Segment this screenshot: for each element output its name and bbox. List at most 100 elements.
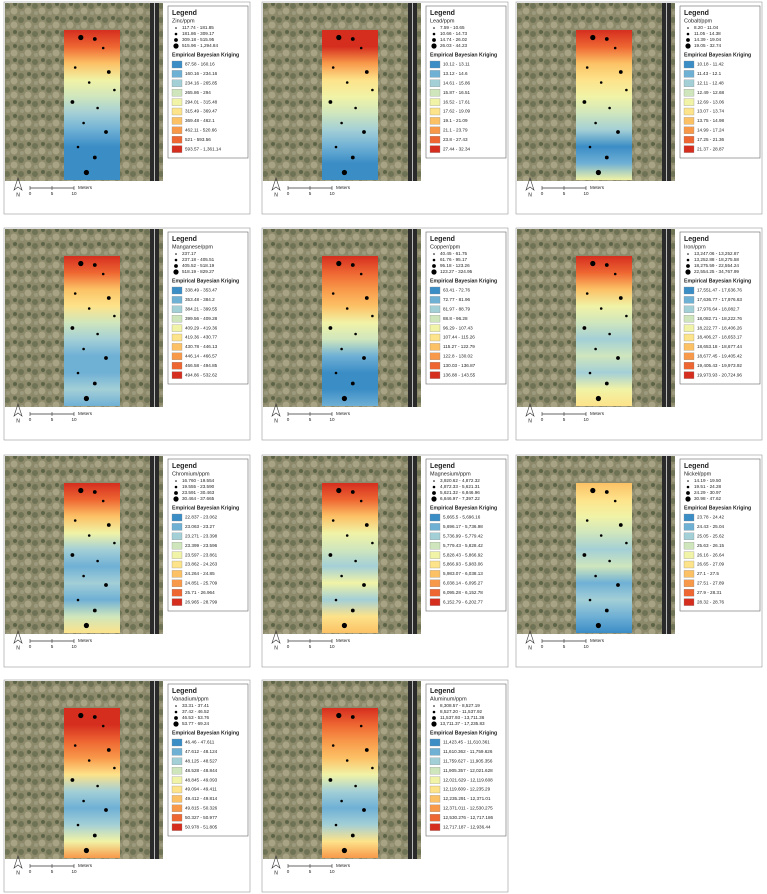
kriging-class: 48.845 - 49.093 — [185, 777, 218, 782]
point-class: 18,275.59 - 22,554.24 — [694, 263, 739, 268]
north-label: N — [274, 418, 278, 424]
sample-point — [351, 609, 355, 613]
sample-point — [605, 382, 609, 386]
sample-point — [336, 261, 341, 266]
point-class: 19.555 - 23.590 — [182, 484, 215, 489]
point-symbol — [173, 43, 178, 48]
map-panel: N0510MetersLegendCopper/ppm40.45 - 61.75… — [262, 228, 508, 440]
north-label: N — [274, 645, 278, 651]
kriging-surface — [576, 256, 632, 406]
scale-unit: Meters — [78, 185, 93, 190]
sample-point — [74, 744, 77, 747]
class-swatch — [684, 89, 694, 96]
scale-label: 0 — [287, 644, 290, 649]
sample-point — [605, 609, 609, 613]
kriging-class: 430.78 - 446.13 — [185, 344, 218, 349]
sample-point — [93, 263, 97, 267]
kriging-class: 5,866.93 - 5,983.06 — [443, 562, 483, 567]
class-swatch — [430, 136, 440, 143]
point-symbol — [174, 491, 178, 495]
sample-point — [82, 348, 85, 351]
sample-point — [605, 156, 609, 160]
scale-label: 5 — [51, 869, 54, 874]
point-class: 181.86 - 309.17 — [182, 31, 215, 36]
class-swatch — [172, 824, 182, 831]
class-swatch — [172, 805, 182, 812]
class-swatch — [684, 146, 694, 153]
sample-point — [365, 70, 369, 74]
kriging-class: 17,551.47 - 17,636.76 — [697, 288, 742, 293]
map-panel: N0510MetersLegendMagnesium/ppm3,920.62 -… — [262, 455, 508, 667]
sample-point — [71, 326, 75, 330]
class-swatch — [430, 325, 440, 332]
sample-point — [342, 396, 347, 401]
class-swatch — [172, 127, 182, 134]
scale-label: 5 — [563, 417, 566, 422]
kriging-class: 18,082.71 - 18,222.76 — [697, 316, 742, 321]
sample-point — [351, 490, 355, 494]
point-class: 10.66 - 14.73 — [440, 31, 468, 36]
point-class: 37.42 - 46.52 — [182, 709, 210, 714]
sample-point — [625, 315, 628, 318]
class-swatch — [430, 777, 440, 784]
sample-point — [371, 315, 374, 318]
class-swatch — [172, 542, 182, 549]
north-label: N — [16, 192, 20, 198]
point-symbol — [175, 705, 177, 707]
legend-title: Legend — [172, 688, 197, 695]
sample-point — [589, 599, 592, 602]
class-swatch — [684, 599, 694, 606]
kriging-class: 446.14 - 466.57 — [185, 354, 218, 359]
scale-label: 5 — [563, 191, 566, 196]
scale-label: 5 — [51, 191, 54, 196]
sample-point — [93, 156, 97, 160]
scale-label: 5 — [309, 191, 312, 196]
sample-point — [104, 583, 108, 587]
point-class: 14.19 - 19.50 — [694, 478, 722, 483]
sample-point — [77, 372, 80, 375]
kriging-class: 130.03 - 136.87 — [443, 363, 476, 368]
point-symbol — [433, 486, 436, 489]
method-label: Empirical Bayesian Kriging — [172, 52, 239, 58]
class-swatch — [684, 552, 694, 559]
scale-label: 10 — [71, 191, 77, 196]
point-symbol — [687, 253, 689, 255]
sample-point — [605, 490, 609, 494]
sample-point — [625, 542, 628, 545]
sample-point — [78, 488, 83, 493]
map-panel: N0510MetersLegendIron/ppm13,247.06 - 13,… — [516, 228, 762, 440]
sample-point — [605, 37, 609, 41]
sample-point — [113, 767, 116, 770]
point-symbol — [175, 480, 177, 482]
scale-label: 10 — [583, 417, 589, 422]
north-label: N — [274, 870, 278, 876]
class-swatch — [430, 315, 440, 322]
class-swatch — [172, 739, 182, 746]
point-class: 518.19 - 829.27 — [182, 269, 215, 274]
scale-label: 0 — [541, 417, 544, 422]
kriging-surface — [322, 256, 378, 406]
sample-point — [82, 122, 85, 125]
class-swatch — [430, 795, 440, 802]
north-label: N — [528, 418, 532, 424]
sample-point — [600, 81, 603, 84]
kriging-class: 23.8 - 27.43 — [443, 137, 468, 142]
sample-point — [77, 824, 80, 827]
point-class: 95.18 - 123.26 — [440, 263, 470, 268]
scale-unit: Meters — [336, 638, 351, 643]
sample-point — [102, 273, 105, 276]
point-symbol — [685, 496, 690, 501]
class-swatch — [684, 306, 694, 313]
sample-point — [590, 261, 595, 266]
sample-point — [93, 490, 97, 494]
class-swatch — [430, 786, 440, 793]
sample-point — [616, 583, 620, 587]
kriging-class: 12.69 - 13.06 — [697, 99, 725, 104]
sample-point — [96, 333, 99, 336]
class-swatch — [430, 61, 440, 68]
scale-label: 10 — [329, 417, 335, 422]
kriging-class: 28.32 - 28.76 — [697, 599, 725, 604]
point-class: 123.27 - 324.95 — [440, 269, 473, 274]
sample-point — [102, 500, 105, 503]
